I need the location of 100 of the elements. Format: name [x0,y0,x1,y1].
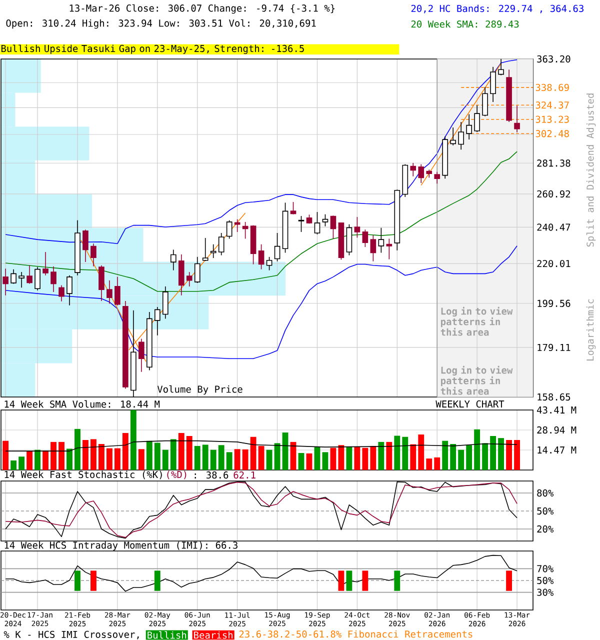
bar [258,446,264,470]
candlestick [258,244,264,270]
bar [242,449,248,470]
bar [66,448,72,470]
bar [346,446,352,470]
bar [202,444,208,470]
candlestick [138,338,144,372]
chart-title: 13-Mar-26 Close: 306.07 Change: -9.74 {-3.1 %} [70,4,335,14]
band-label: Log in to view patterns in this area [440,366,513,395]
ref-line-label: 313.23 [536,116,569,123]
bar [338,445,344,470]
bar [410,444,416,470]
candlestick [450,127,456,146]
bar [434,457,440,470]
bar [162,450,168,470]
candlestick [154,306,160,336]
candlestick [298,216,304,232]
y-tick-label: 158.65 [538,393,570,401]
text: Bearish [194,631,232,639]
bar [82,440,88,470]
bar [474,429,480,470]
bar [226,452,232,470]
candlestick [18,272,24,288]
y-tick-label: 363.20 [537,55,570,63]
bar [274,443,280,470]
bar [442,440,448,470]
candlestick [170,249,176,271]
y-tick-label: 260.92 [537,190,570,198]
bar [10,460,17,470]
y-tick-label: 281.38 [537,160,570,167]
bar [194,446,200,470]
candlestick [90,243,96,267]
candlestick [202,238,208,262]
candlestick [474,104,480,132]
bar [362,448,368,470]
candlestick [242,222,248,240]
candlestick [434,171,440,184]
bar [458,450,464,470]
bar [450,444,456,470]
y-axis-title: Split and Dividend Adjusted [586,94,596,247]
bar [506,440,512,470]
bar [378,442,384,470]
y-tick-label: 28.94 M [537,426,576,434]
bar [498,438,504,470]
y-tick-label: 179.11 [538,344,570,352]
bar [26,451,33,470]
annotation: Log in to view patterns in this area [440,306,513,336]
text: Logarithmic [586,299,596,360]
text: WEEKLY CHART [436,400,504,408]
bar [42,450,48,470]
y-tick-label: 20% [537,525,554,533]
bar [386,442,392,470]
candlestick [98,265,104,302]
candlestick [410,162,416,177]
candlestick [378,227,384,254]
text: Bullish [148,631,186,639]
candlestick [322,214,328,227]
bar [178,432,184,470]
bar [306,453,312,470]
bar [18,456,25,470]
ref-line-label: 302.48 [536,130,569,138]
candlestick [2,268,8,296]
y-tick-label: 220.01 [537,260,570,268]
candlestick [290,202,296,215]
bar [90,439,96,470]
candlestick [226,220,232,240]
bar [130,410,136,470]
bar [314,446,320,470]
candlestick [482,86,488,117]
bar [234,449,240,470]
candlestick [106,280,112,304]
bar [354,446,360,470]
bar [490,436,496,470]
bar [322,452,328,470]
chart-title: 14 Week SMA Volume: 18.44 M [4,400,160,408]
bar [282,432,288,470]
text: : 38.6 [194,471,228,479]
bar [394,436,400,470]
bar [370,446,376,470]
bar [98,444,104,470]
y-tick-label: 43.41 M [537,406,576,414]
candlestick [274,232,280,262]
candlestick [314,212,320,235]
bar [250,436,256,470]
candlestick [514,105,520,133]
legend-title: % K - HCS IMI Crossover, [4,630,139,640]
bar [34,450,40,470]
candlestick [498,58,504,76]
candlestick [458,122,464,150]
y-tick-label: 50% [537,507,554,515]
y-tick-label: 240.47 [537,224,570,231]
chart-title: 14 Week Fast Stochastic (%K) [4,470,162,480]
bar [482,443,488,470]
bar [50,442,56,470]
y-tick-label: 199.56 [538,300,570,307]
bar [266,450,272,470]
bar [218,445,224,470]
bar [58,442,64,470]
candlestick [370,234,376,262]
chart-subtitle: Open: 310.24 High: 323.94 Low: 303.51 Vol: 20,310,691 [6,19,316,29]
